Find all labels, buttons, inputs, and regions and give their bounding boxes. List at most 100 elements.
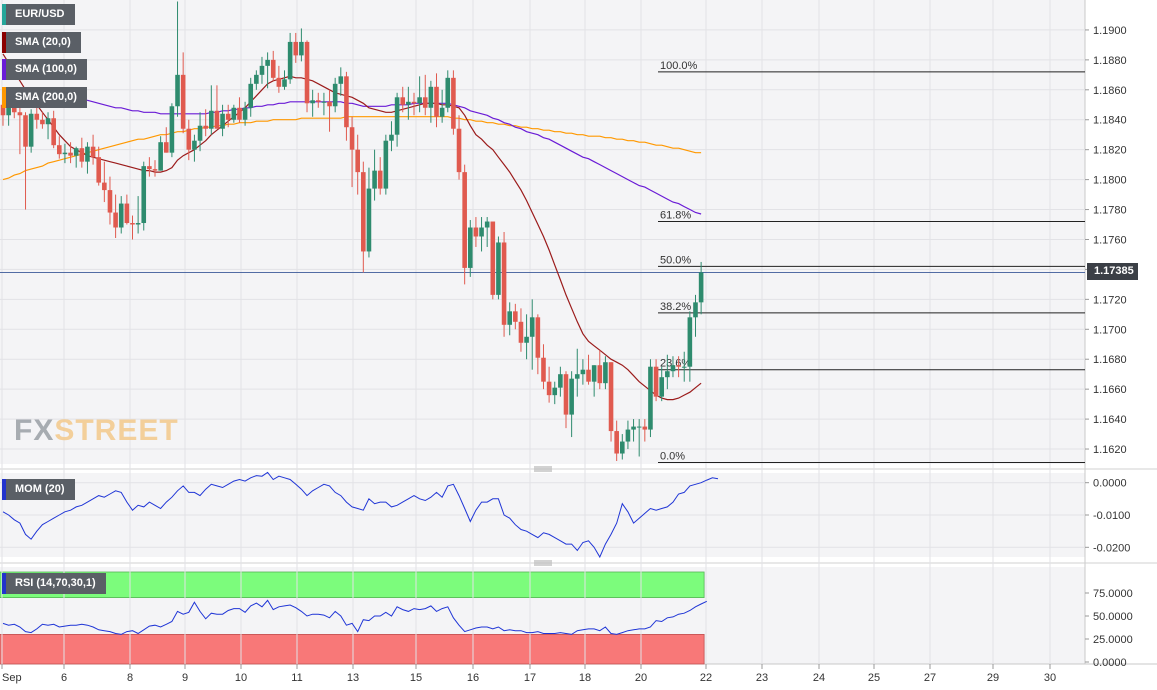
legend-mom[interactable]: MOM (20): [2, 479, 75, 500]
rsi-line: [2, 599, 708, 635]
candle-body: [383, 140, 389, 189]
candle-body: [327, 101, 332, 107]
candle-body: [693, 302, 698, 318]
candle-body: [484, 221, 490, 228]
candle-body: [23, 115, 28, 147]
candle-body: [73, 148, 79, 156]
candle-body: [197, 125, 203, 141]
candle-body: [276, 77, 282, 87]
candle-body: [242, 107, 248, 120]
candle-body: [113, 212, 118, 228]
indicator-lines: [2, 471, 719, 635]
candle-body: [355, 149, 360, 173]
x-tick-label: 24: [813, 672, 825, 684]
candle-body: [552, 387, 558, 396]
y-tick-label: 1.1720: [1093, 294, 1127, 306]
y-tick-label: 1.1780: [1093, 205, 1127, 217]
fib-level-label: 38.2%: [660, 301, 691, 313]
candle-body: [574, 374, 580, 379]
candle-body: [304, 41, 310, 104]
candle-body: [597, 365, 603, 384]
candle-body: [372, 170, 377, 189]
candle-body: [614, 431, 619, 454]
candle-body: [270, 59, 276, 78]
candle-body: [141, 166, 147, 224]
grid-lines: [0, 0, 1085, 664]
y-tick-label: 1.1880: [1093, 55, 1127, 67]
candle-body: [529, 317, 535, 337]
candle-body: [467, 227, 473, 268]
candle-body: [79, 148, 85, 162]
legend-sma20[interactable]: SMA (20,0): [2, 32, 81, 53]
y-tick-label: 1.1660: [1093, 384, 1127, 396]
candle-body: [147, 166, 152, 170]
candle-body: [62, 152, 68, 155]
x-tick-label: 23: [756, 672, 768, 684]
candle-body: [338, 76, 344, 84]
candle-body: [569, 378, 574, 415]
candle-body: [259, 65, 265, 75]
candle-body: [321, 101, 327, 103]
candle-body: [490, 221, 496, 295]
candle-body: [422, 97, 428, 108]
candle-body: [462, 172, 467, 268]
y-tick-label: 1.1860: [1093, 85, 1127, 97]
candle-body: [636, 426, 642, 428]
x-tick-label: 17: [524, 672, 536, 684]
candle-body: [6, 103, 11, 116]
candle-body: [186, 128, 192, 150]
y-tick-label: 0.0000: [1093, 478, 1127, 490]
candle-body: [130, 223, 135, 225]
candle-body: [400, 97, 406, 105]
candle-body: [17, 112, 23, 116]
candle-body: [377, 170, 383, 189]
fibonacci-levels: 100.0% 61.8% 50.0% 38.2% 23.6% 0.0%: [0, 60, 1085, 464]
legend-sma200[interactable]: SMA (200,0): [2, 87, 87, 108]
y-tick-label: 0.0000: [1093, 657, 1127, 669]
candle-body: [51, 118, 56, 146]
candle-body: [665, 371, 670, 378]
fib-level-label: 23.6%: [660, 358, 691, 370]
legend-rsi[interactable]: RSI (14,70,30,1): [2, 573, 106, 594]
y-tick-label: 1.1840: [1093, 115, 1127, 127]
candle-body: [344, 76, 349, 128]
candle-body: [411, 101, 417, 104]
candle-body: [496, 242, 501, 295]
moving-averages: [2, 53, 702, 401]
candle-body: [192, 140, 197, 150]
fib-level-label: 50.0%: [660, 254, 691, 266]
legend-sma100[interactable]: SMA (100,0): [2, 59, 87, 80]
candle-body: [389, 134, 394, 141]
y-tick-label: 25.0000: [1093, 634, 1133, 646]
candle-body: [620, 441, 625, 454]
candle-body: [118, 203, 124, 228]
candle-body: [287, 41, 293, 80]
candle-body: [28, 113, 34, 147]
rsi-overbought-band: [0, 571, 705, 599]
x-tick-label: 29: [987, 672, 999, 684]
candle-body: [220, 113, 225, 129]
y-tick-label: 1.1820: [1093, 145, 1127, 157]
candle-body: [445, 77, 451, 108]
y-tick-label: 1.1900: [1093, 25, 1127, 37]
candle-body: [518, 321, 524, 343]
chart-background: [0, 0, 1157, 665]
candle-body: [406, 101, 411, 105]
candle-body: [180, 74, 186, 129]
candle-body: [203, 125, 208, 129]
candle-body: [541, 357, 546, 382]
fxstreet-watermark: FXSTREET: [14, 414, 179, 447]
candle-body: [659, 377, 665, 397]
sma20-line: [2, 53, 702, 401]
candle-body: [417, 97, 422, 104]
candle-body: [513, 311, 518, 322]
candle-body: [34, 113, 40, 120]
candle-body: [265, 59, 270, 66]
legend-eurusd[interactable]: EUR/USD: [2, 4, 75, 25]
y-tick-label: 1.1760: [1093, 234, 1127, 246]
candle-body: [163, 142, 169, 153]
candle-body: [310, 100, 315, 104]
candle-body: [225, 113, 231, 120]
candle-body: [96, 157, 102, 183]
